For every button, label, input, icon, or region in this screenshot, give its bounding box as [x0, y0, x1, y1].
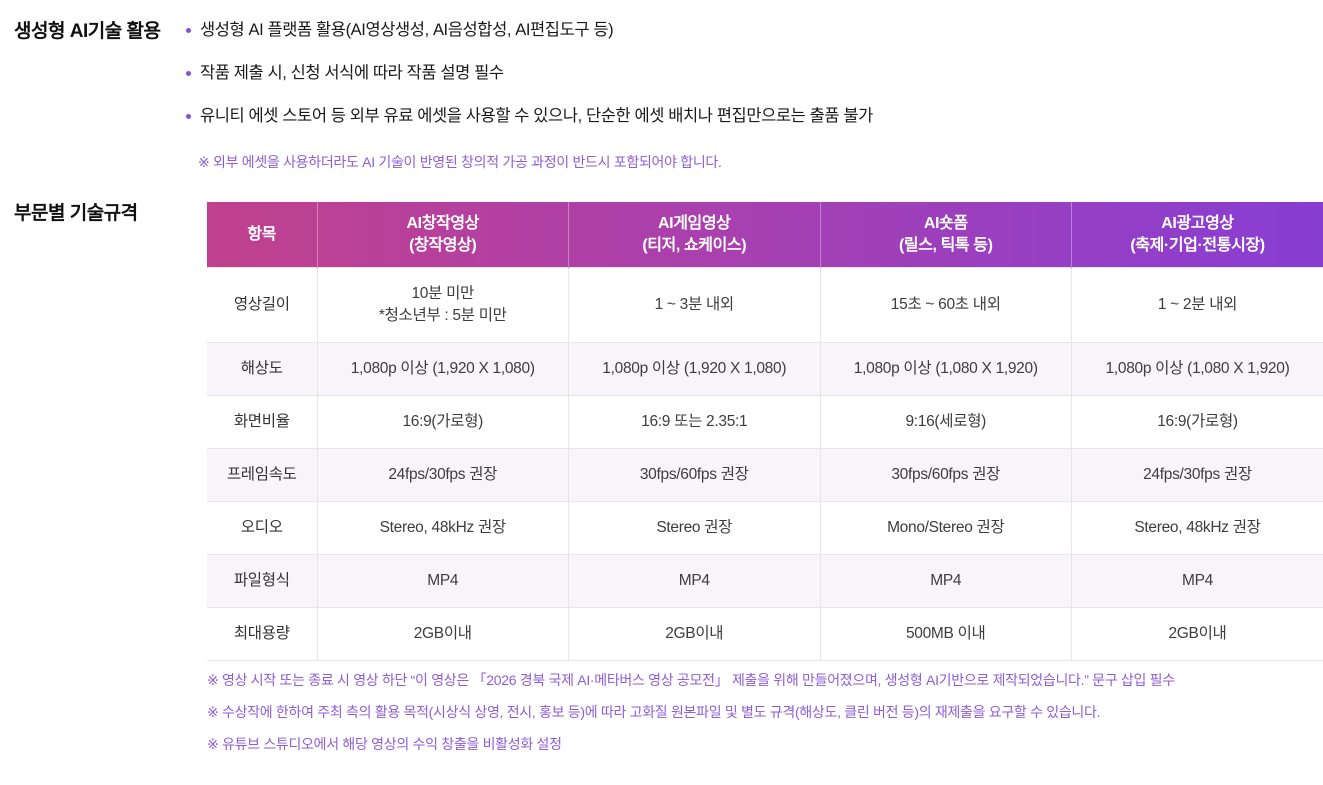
ai-usage-bullet-list: 생성형 AI 플랫폼 활용(AI영상생성, AI음성합성, AI편집도구 등) 작… [185, 20, 1323, 127]
spec-table-header-cell: AI숏폼 (릴스, 틱톡 등) [819, 202, 1072, 268]
bullet-text: 작품 제출 시, 신청 서식에 따라 작품 설명 필수 [200, 64, 504, 82]
spec-cell: 1 ~ 2분 내외 [1071, 267, 1323, 343]
spec-cell: 10분 미만 *청소년부 : 5분 미만 [316, 267, 569, 343]
spec-cell: Stereo, 48kHz 권장 [1071, 501, 1323, 555]
spec-cell: 15초 ~ 60초 내외 [819, 267, 1072, 343]
spec-table-row: 파일형식 MP4 MP4 MP4 MP4 [207, 554, 1323, 608]
spec-table-row: 화면비율 16:9(가로형) 16:9 또는 2.35:1 9:16(세로형) 16:9… [207, 395, 1323, 449]
section-specs: 부문별 기술규격 항목 AI창작영상 (창작영상) AI게임영상 (티저, 쇼케이스) A… [14, 202, 1323, 766]
spec-cell: 1,080p 이상 (1,080 X 1,920) [819, 342, 1072, 396]
spec-table-header-cell: AI광고영상 (축제·기업·전통시장) [1071, 202, 1323, 268]
bullet-dot-icon [186, 114, 191, 119]
spec-row-label: 파일형식 [207, 554, 317, 608]
spec-row-label: 최대용량 [207, 607, 317, 661]
spec-table-row: 영상길이 10분 미만 *청소년부 : 5분 미만 1 ~ 3분 내외 15초 ~ 60… [207, 267, 1323, 343]
bullet-text: 생성형 AI 플랫폼 활용(AI영상생성, AI음성합성, AI편집도구 등) [200, 21, 614, 39]
spec-cell: Stereo, 48kHz 권장 [316, 501, 569, 555]
bullet-item: 생성형 AI 플랫폼 활용(AI영상생성, AI음성합성, AI편집도구 등) [185, 20, 1323, 41]
spec-cell: MP4 [819, 554, 1072, 608]
spec-cell: 1 ~ 3분 내외 [568, 267, 820, 343]
spec-cell: 30fps/60fps 권장 [819, 448, 1072, 502]
spec-table-header-cell: AI창작영상 (창작영상) [316, 202, 569, 268]
spec-table-row: 오디오 Stereo, 48kHz 권장 Stereo 권장 Mono/Stereo … [207, 501, 1323, 555]
spec-cell: 1,080p 이상 (1,920 X 1,080) [316, 342, 569, 396]
ai-usage-note: ※ 외부 에셋을 사용하더라도 AI 기술이 반영된 창의적 가공 과정이 반드… [198, 154, 722, 170]
spec-table-row: 해상도 1,080p 이상 (1,920 X 1,080) 1,080p 이상 (1… [207, 342, 1323, 396]
footnote-item: ※ 수상작에 한하여 주최 측의 활용 목적(시상식 상영, 전시, 홍보 등)… [207, 704, 1101, 720]
spec-cell: MP4 [316, 554, 569, 608]
spec-table-body: 영상길이 10분 미만 *청소년부 : 5분 미만 1 ~ 3분 내외 15초 ~ 60… [207, 267, 1323, 661]
spec-table-row: 프레임속도 24fps/30fps 권장 30fps/60fps 권장 30fps/6… [207, 448, 1323, 502]
spec-cell: 24fps/30fps 권장 [1071, 448, 1323, 502]
bullet-item: 작품 제출 시, 신청 서식에 따라 작품 설명 필수 [185, 63, 1323, 84]
spec-cell: MP4 [568, 554, 820, 608]
spec-row-label: 화면비율 [207, 395, 317, 449]
spec-cell: 2GB이내 [316, 607, 569, 661]
spec-cell: 2GB이내 [568, 607, 820, 661]
spec-cell: 24fps/30fps 권장 [316, 448, 569, 502]
section-ai-usage-content: 생성형 AI 플랫폼 활용(AI영상생성, AI음성합성, AI편집도구 등) 작… [185, 20, 1323, 171]
spec-cell: 16:9(가로형) [1071, 395, 1323, 449]
spec-table-header-cell: AI게임영상 (티저, 쇼케이스) [568, 202, 820, 268]
spec-row-label: 영상길이 [207, 267, 317, 343]
footnote-item: ※ 유튜브 스튜디오에서 해당 영상의 수익 창출을 비활성화 설정 [207, 736, 562, 752]
bullet-dot-icon [186, 71, 191, 76]
spec-cell: MP4 [1071, 554, 1323, 608]
bullet-dot-icon [186, 28, 191, 33]
section-gap [14, 171, 1323, 202]
spec-row-label: 오디오 [207, 501, 317, 555]
spec-table-header-cell: 항목 [247, 225, 277, 243]
spec-cell: 9:16(세로형) [819, 395, 1072, 449]
spec-cell: 16:9 또는 2.35:1 [568, 395, 820, 449]
section-specs-content: 항목 AI창작영상 (창작영상) AI게임영상 (티저, 쇼케이스) AI숏폼 (릴스, 틱… [185, 202, 1323, 766]
spec-cell: Mono/Stereo 권장 [819, 501, 1072, 555]
section-ai-usage: 생성형 AI기술 활용 생성형 AI 플랫폼 활용(AI영상생성, AI음성합성… [14, 20, 1323, 171]
spec-table-header-row: 항목 AI창작영상 (창작영상) AI게임영상 (티저, 쇼케이스) AI숏폼 (릴스, 틱… [207, 202, 1323, 268]
bullet-item: 유니티 에셋 스토어 등 외부 유료 에셋을 사용할 수 있으나, 단순한 에셋… [185, 106, 1323, 127]
spec-cell: 30fps/60fps 권장 [568, 448, 820, 502]
section-title-ai-usage: 생성형 AI기술 활용 [14, 21, 161, 42]
spec-row-label: 프레임속도 [207, 448, 317, 502]
spec-cell: 500MB 이내 [819, 607, 1072, 661]
spec-footnotes: ※ 영상 시작 또는 종료 시 영상 하단 “이 영상은 「2026 경북 국제… [207, 661, 1323, 754]
spec-table: 항목 AI창작영상 (창작영상) AI게임영상 (티저, 쇼케이스) AI숏폼 (릴스, 틱… [207, 202, 1323, 661]
spec-cell: 16:9(가로형) [316, 395, 569, 449]
spec-cell: 1,080p 이상 (1,080 X 1,920) [1071, 342, 1323, 396]
spec-row-label: 해상도 [207, 342, 317, 396]
spec-cell: Stereo 권장 [568, 501, 820, 555]
spec-table-wrap: 항목 AI창작영상 (창작영상) AI게임영상 (티저, 쇼케이스) AI숏폼 (릴스, 틱… [207, 202, 1323, 661]
footnote-item: ※ 영상 시작 또는 종료 시 영상 하단 “이 영상은 「2026 경북 국제… [207, 672, 1175, 688]
spec-table-row: 최대용량 2GB이내 2GB이내 500MB 이내 2GB이내 [207, 607, 1323, 661]
spec-cell: 1,080p 이상 (1,920 X 1,080) [568, 342, 820, 396]
bullet-text: 유니티 에셋 스토어 등 외부 유료 에셋을 사용할 수 있으나, 단순한 에셋… [200, 107, 873, 125]
spec-cell: 2GB이내 [1071, 607, 1323, 661]
section-title-specs: 부문별 기술규격 [14, 203, 138, 224]
